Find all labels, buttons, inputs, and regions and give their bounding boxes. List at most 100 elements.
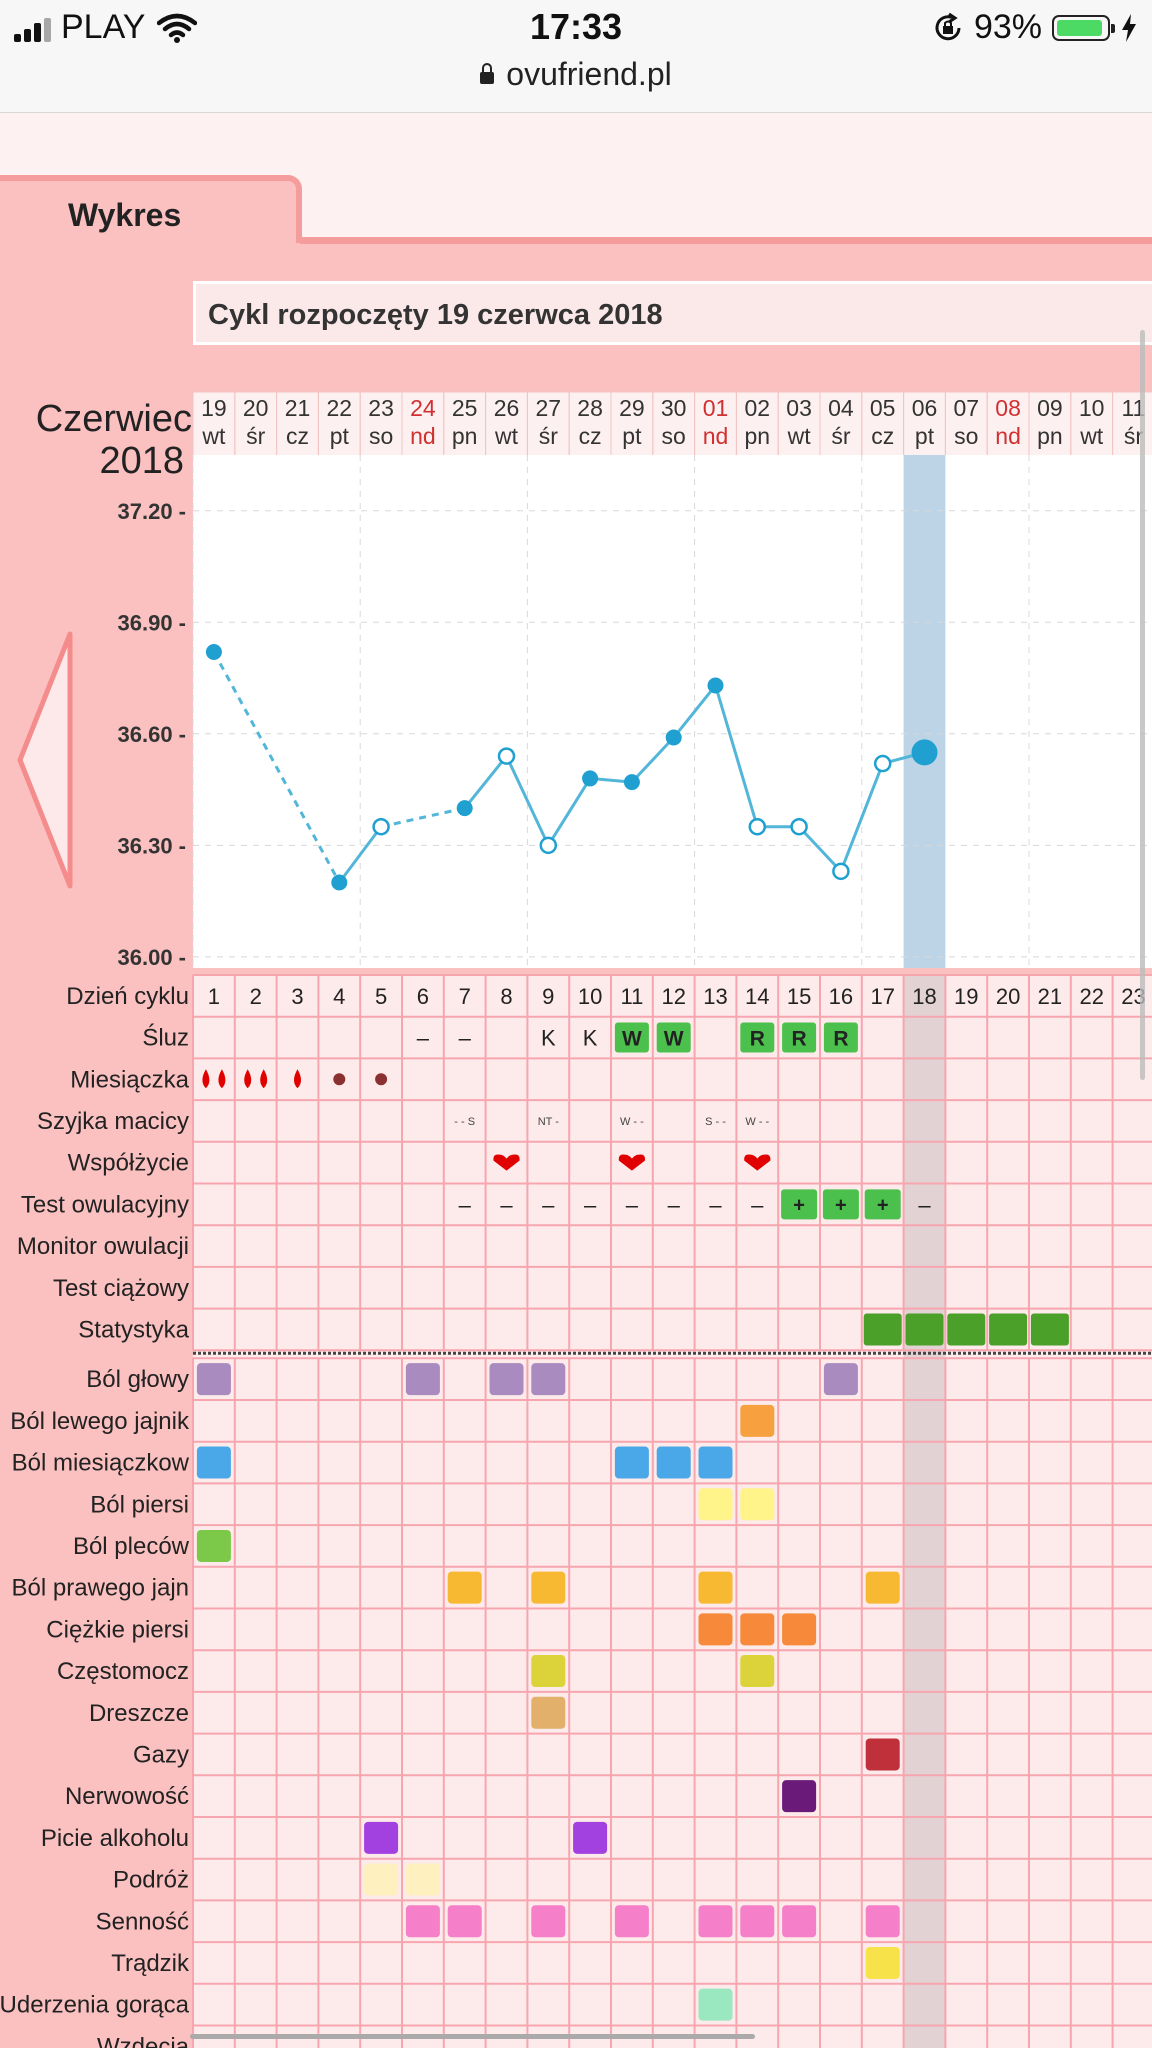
- status-left: PLAY: [14, 8, 198, 47]
- day-date: 10: [1079, 395, 1105, 421]
- day-weekday: śr: [539, 423, 559, 449]
- temperature-point: [331, 874, 348, 891]
- day-date: 19: [201, 395, 227, 421]
- mucus-badge-text: R: [792, 1028, 807, 1051]
- ovulation-test-positive-badge: [822, 1189, 859, 1220]
- cycle-day-number: 7: [459, 984, 471, 1009]
- day-date: 04: [828, 395, 854, 421]
- day-date: 05: [870, 395, 896, 421]
- data-grid-bg: [193, 975, 1152, 2048]
- row-label: Uderzenia gorąca: [0, 1992, 190, 2019]
- menstruation-drop-icon: [244, 1069, 252, 1089]
- horizontal-scrollbar[interactable]: [190, 2034, 755, 2039]
- plot-area: [193, 455, 1152, 968]
- symptom-mark: [405, 1905, 440, 1938]
- symptom-mark: [405, 1363, 440, 1396]
- row-label: Ból miesiączkow: [12, 1450, 190, 1477]
- symptom-mark: [405, 1863, 440, 1896]
- symptom-mark: [447, 1571, 482, 1604]
- row-label: Test owulacyjny: [21, 1191, 189, 1218]
- menstruation-spotting-icon: [375, 1073, 388, 1086]
- row-label: Nerwowość: [65, 1783, 189, 1810]
- symptom-mark: [531, 1905, 566, 1938]
- symptom-mark: [698, 1446, 733, 1479]
- symptom-mark: [489, 1363, 524, 1396]
- mucus-mark: –: [417, 1026, 430, 1051]
- status-bar: PLAY 17:33 93% ovufriend.pl: [0, 0, 1152, 113]
- intercourse-heart-icon: [493, 1154, 520, 1171]
- cycle-header: Cykl rozpoczęty 19 czerwca 2018: [193, 281, 1152, 345]
- statistics-fertile-mark: [1030, 1313, 1069, 1346]
- today-column-grid: [903, 975, 946, 2048]
- cycle-day-number: 5: [375, 984, 387, 1009]
- temperature-line-segment: [547, 777, 592, 847]
- symptom-mark: [740, 1488, 775, 1521]
- temperature-line-segment: [714, 685, 759, 828]
- statistics-fertile-mark: [947, 1313, 986, 1346]
- row-label: Częstomocz: [57, 1658, 189, 1685]
- temperature-point-open: [372, 817, 390, 836]
- cycle-day-number: 9: [542, 984, 554, 1009]
- temperature-point-open: [832, 862, 850, 881]
- day-date: 01: [703, 395, 729, 421]
- temperature-point-open: [539, 836, 558, 855]
- cycle-day-number: 15: [787, 984, 811, 1009]
- today-column: [903, 455, 946, 968]
- cycle-day-number: 11: [620, 984, 643, 1009]
- day-weekday: pn: [745, 423, 771, 449]
- symptom-mark: [740, 1655, 775, 1688]
- day-date: 11: [1122, 395, 1146, 421]
- mucus-badge: [740, 1022, 775, 1053]
- statistics-fertile-mark: [863, 1313, 902, 1346]
- day-date: 08: [995, 395, 1021, 421]
- day-date: 23: [368, 395, 394, 421]
- cervix-mark: S - -: [705, 1116, 726, 1128]
- day-date: 26: [494, 395, 520, 421]
- temp-tick-label: 36.30 -: [118, 833, 187, 858]
- cycle-title: Cykl rozpoczęty 19 czerwca 2018: [208, 299, 663, 331]
- symptom-mark: [196, 1446, 231, 1479]
- temp-tick-label: 36.00 -: [118, 945, 187, 970]
- day-weekday: pt: [915, 423, 935, 449]
- cervix-mark: W - -: [745, 1116, 769, 1128]
- vertical-scrollbar[interactable]: [1140, 330, 1145, 1080]
- day-weekday: so: [954, 423, 978, 449]
- row-label: Senność: [96, 1908, 189, 1935]
- cervix-mark: NT -: [538, 1116, 560, 1128]
- row-label: Podróż: [113, 1867, 189, 1894]
- wifi-icon: [157, 13, 198, 43]
- tab-wykres[interactable]: Wykres: [0, 175, 302, 243]
- row-label: Ból głowy: [86, 1366, 189, 1393]
- symptom-mark: [196, 1363, 231, 1396]
- symptom-mark: [573, 1821, 608, 1854]
- temperature-line-segment: [630, 736, 675, 784]
- previous-cycle-arrow-icon[interactable]: [14, 630, 78, 890]
- clock: 17:33: [529, 6, 623, 47]
- symptom-mark: [196, 1529, 231, 1562]
- temperature-point: [205, 644, 222, 661]
- menstruation-drop-icon: [218, 1069, 226, 1089]
- mucus-mark: K: [541, 1026, 556, 1051]
- cycle-day-number: 17: [870, 984, 894, 1009]
- symptom-mark: [447, 1905, 482, 1938]
- temperature-point-current: [911, 739, 938, 766]
- address-bar[interactable]: ovufriend.pl: [0, 56, 1152, 93]
- symptom-mark: [782, 1905, 817, 1938]
- date-header-bg: [193, 392, 1152, 456]
- symptom-mark: [656, 1446, 691, 1479]
- ovulation-test-negative: –: [584, 1192, 597, 1217]
- cycle-day-number: 6: [417, 984, 429, 1009]
- symptom-mark: [698, 1571, 733, 1604]
- lock-icon: [480, 63, 495, 84]
- cycle-day-number: 13: [703, 984, 727, 1009]
- row-label: Ból lewego jajnik: [10, 1408, 190, 1435]
- cervix-mark: - - S: [454, 1116, 475, 1128]
- row-label: Dzień cyklu: [66, 983, 189, 1010]
- ovulation-test-negative: –: [918, 1192, 931, 1217]
- temperature-point: [623, 774, 640, 791]
- day-date: 21: [285, 395, 311, 421]
- day-weekday: wt: [494, 423, 519, 449]
- row-label: Ciężkie piersi: [46, 1616, 189, 1643]
- day-weekday: nd: [995, 423, 1021, 449]
- symptom-mark: [823, 1363, 858, 1396]
